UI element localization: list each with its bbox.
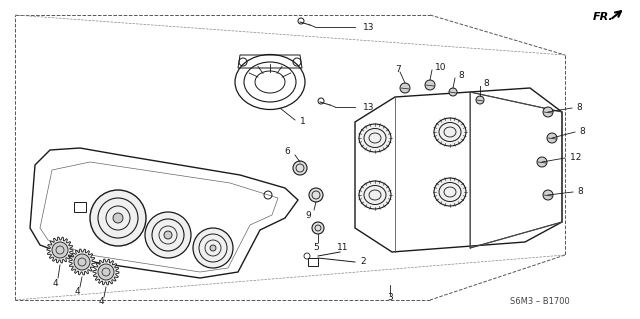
- Text: 5: 5: [313, 242, 319, 251]
- Text: 9: 9: [305, 211, 311, 219]
- Text: 3: 3: [387, 293, 393, 302]
- Text: 7: 7: [395, 64, 401, 73]
- Text: S6M3 – B1700: S6M3 – B1700: [510, 298, 570, 307]
- Polygon shape: [47, 237, 73, 263]
- Ellipse shape: [434, 118, 466, 146]
- Text: 2: 2: [360, 257, 365, 266]
- Circle shape: [537, 157, 547, 167]
- Circle shape: [476, 96, 484, 104]
- Circle shape: [312, 222, 324, 234]
- Circle shape: [193, 228, 233, 268]
- Circle shape: [145, 212, 191, 258]
- Circle shape: [98, 264, 114, 280]
- Ellipse shape: [359, 181, 391, 209]
- Circle shape: [543, 107, 553, 117]
- Circle shape: [547, 133, 557, 143]
- Circle shape: [210, 245, 216, 251]
- Circle shape: [164, 231, 172, 239]
- Circle shape: [293, 161, 307, 175]
- Text: 8: 8: [483, 78, 489, 87]
- Text: 4: 4: [98, 298, 104, 307]
- Text: 4: 4: [52, 278, 58, 287]
- Text: 8: 8: [458, 70, 464, 79]
- Circle shape: [425, 80, 435, 90]
- Text: 12: 12: [570, 153, 584, 162]
- Ellipse shape: [359, 124, 391, 152]
- Ellipse shape: [434, 178, 466, 206]
- Text: 13: 13: [363, 102, 374, 112]
- FancyBboxPatch shape: [308, 258, 318, 266]
- Circle shape: [74, 254, 90, 270]
- Circle shape: [52, 242, 68, 258]
- Circle shape: [90, 190, 146, 246]
- Polygon shape: [69, 249, 95, 275]
- Circle shape: [400, 83, 410, 93]
- Circle shape: [113, 213, 123, 223]
- Text: 8: 8: [579, 128, 585, 137]
- Text: 8: 8: [577, 188, 583, 197]
- Text: 8: 8: [576, 103, 582, 113]
- Circle shape: [309, 188, 323, 202]
- Text: 13: 13: [363, 23, 374, 32]
- Text: 6: 6: [284, 147, 290, 157]
- Text: 11: 11: [337, 242, 349, 251]
- FancyBboxPatch shape: [74, 202, 86, 212]
- Polygon shape: [93, 259, 119, 285]
- Text: 10: 10: [435, 63, 447, 71]
- Circle shape: [543, 190, 553, 200]
- Text: FR.: FR.: [593, 12, 614, 22]
- Circle shape: [449, 88, 457, 96]
- Text: 4: 4: [74, 287, 80, 296]
- Text: 1: 1: [300, 117, 306, 127]
